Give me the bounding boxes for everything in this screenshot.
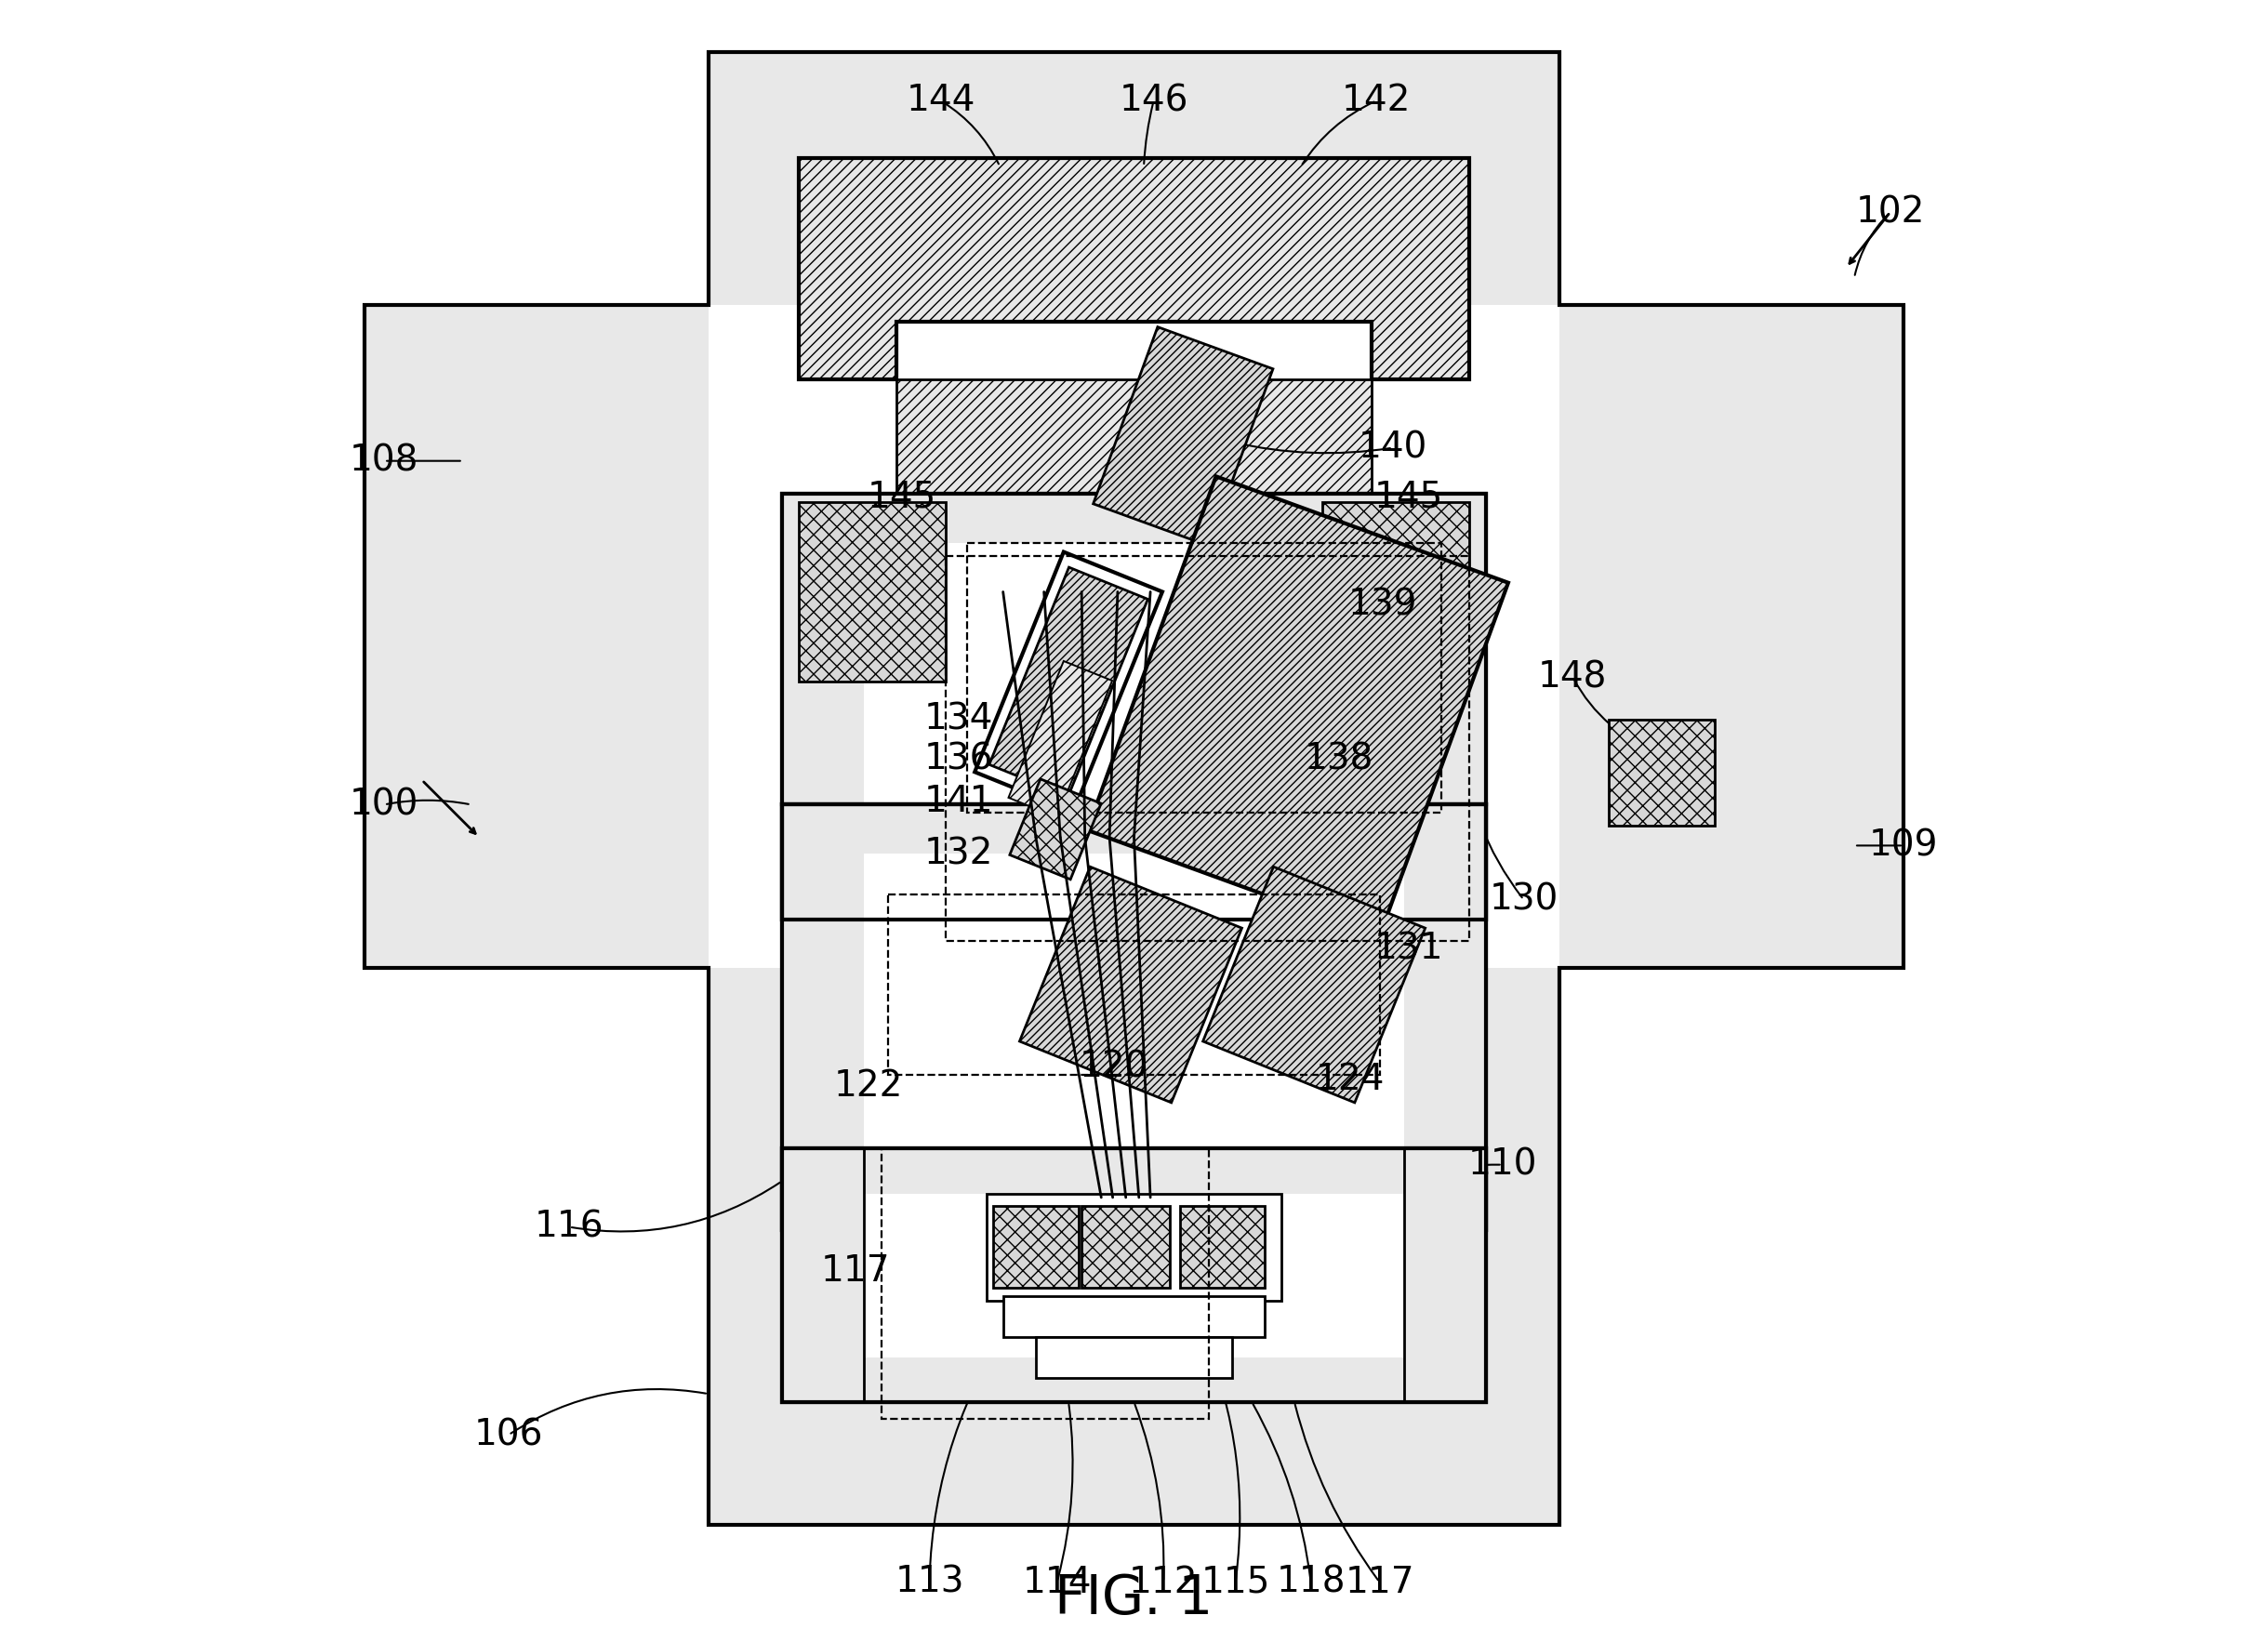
Polygon shape [782, 1358, 1486, 1402]
Text: 106: 106 [474, 1417, 544, 1453]
Polygon shape [798, 158, 1470, 379]
Bar [987, 1194, 1281, 1300]
Text: 141: 141 [923, 783, 993, 819]
Text: 117: 117 [821, 1253, 891, 1289]
Text: 139: 139 [1347, 588, 1418, 622]
Text: 140: 140 [1359, 430, 1427, 465]
Text: 113: 113 [896, 1565, 964, 1599]
Text: 116: 116 [535, 1209, 603, 1245]
Text: 108: 108 [349, 443, 420, 478]
Polygon shape [708, 969, 1560, 1525]
Text: 131: 131 [1374, 931, 1445, 967]
Bar [1322, 502, 1470, 681]
Bar [1082, 1205, 1170, 1287]
Polygon shape [782, 805, 864, 1230]
Text: 124: 124 [1315, 1062, 1386, 1097]
Bar [966, 544, 1442, 813]
Text: 145: 145 [866, 479, 937, 514]
Text: 118: 118 [1277, 1565, 1345, 1599]
Polygon shape [782, 805, 1486, 854]
Polygon shape [782, 494, 1486, 544]
Bar [1608, 719, 1715, 826]
Bar [1036, 1337, 1232, 1378]
Polygon shape [1404, 805, 1486, 1230]
Polygon shape [782, 1148, 864, 1402]
Bar [896, 379, 1372, 502]
Text: 114: 114 [1023, 1565, 1091, 1599]
Text: 109: 109 [1869, 828, 1939, 864]
Text: 134: 134 [925, 701, 993, 737]
Text: FIG. 1: FIG. 1 [1055, 1571, 1213, 1626]
Polygon shape [365, 305, 708, 969]
Text: 145: 145 [1374, 479, 1442, 514]
Polygon shape [1560, 305, 1903, 969]
Text: 146: 146 [1118, 84, 1188, 118]
Bar [889, 895, 1379, 1076]
Text: 132: 132 [925, 836, 993, 872]
Text: 115: 115 [1202, 1565, 1270, 1599]
Bar [708, 305, 1560, 969]
Text: 122: 122 [835, 1069, 903, 1103]
Bar [1179, 1205, 1266, 1287]
Polygon shape [1021, 867, 1243, 1103]
Text: 142: 142 [1343, 84, 1411, 118]
Polygon shape [708, 51, 1560, 305]
Bar [782, 1148, 1486, 1402]
Polygon shape [1009, 778, 1100, 880]
Bar [882, 1148, 1209, 1419]
Bar [782, 494, 1486, 920]
Polygon shape [1086, 476, 1508, 936]
Bar [798, 502, 946, 681]
Bar [993, 1205, 1077, 1287]
Polygon shape [782, 1148, 1486, 1194]
Bar [782, 1148, 1486, 1402]
Bar [782, 805, 1486, 1230]
Text: 136: 136 [923, 741, 993, 777]
Polygon shape [782, 870, 1486, 920]
Bar [1002, 1296, 1266, 1337]
Text: 102: 102 [1855, 194, 1926, 230]
Bar [782, 494, 1486, 920]
Text: 112: 112 [1129, 1565, 1198, 1599]
Text: 117: 117 [1345, 1565, 1415, 1599]
Bar [782, 805, 1486, 1230]
Text: 144: 144 [907, 84, 975, 118]
Bar [864, 1148, 1404, 1402]
Polygon shape [1404, 1148, 1486, 1402]
Text: 100: 100 [349, 787, 420, 823]
Text: 148: 148 [1538, 660, 1608, 695]
Polygon shape [1404, 494, 1486, 920]
Text: 120: 120 [1080, 1049, 1150, 1084]
Bar [946, 557, 1470, 941]
Text: 110: 110 [1467, 1148, 1538, 1182]
Polygon shape [1202, 867, 1424, 1103]
Polygon shape [1093, 327, 1272, 545]
Polygon shape [782, 494, 864, 920]
Text: 138: 138 [1304, 741, 1372, 777]
Polygon shape [782, 1181, 1486, 1230]
Polygon shape [989, 566, 1148, 796]
Polygon shape [1009, 662, 1111, 818]
Text: 130: 130 [1490, 882, 1558, 918]
